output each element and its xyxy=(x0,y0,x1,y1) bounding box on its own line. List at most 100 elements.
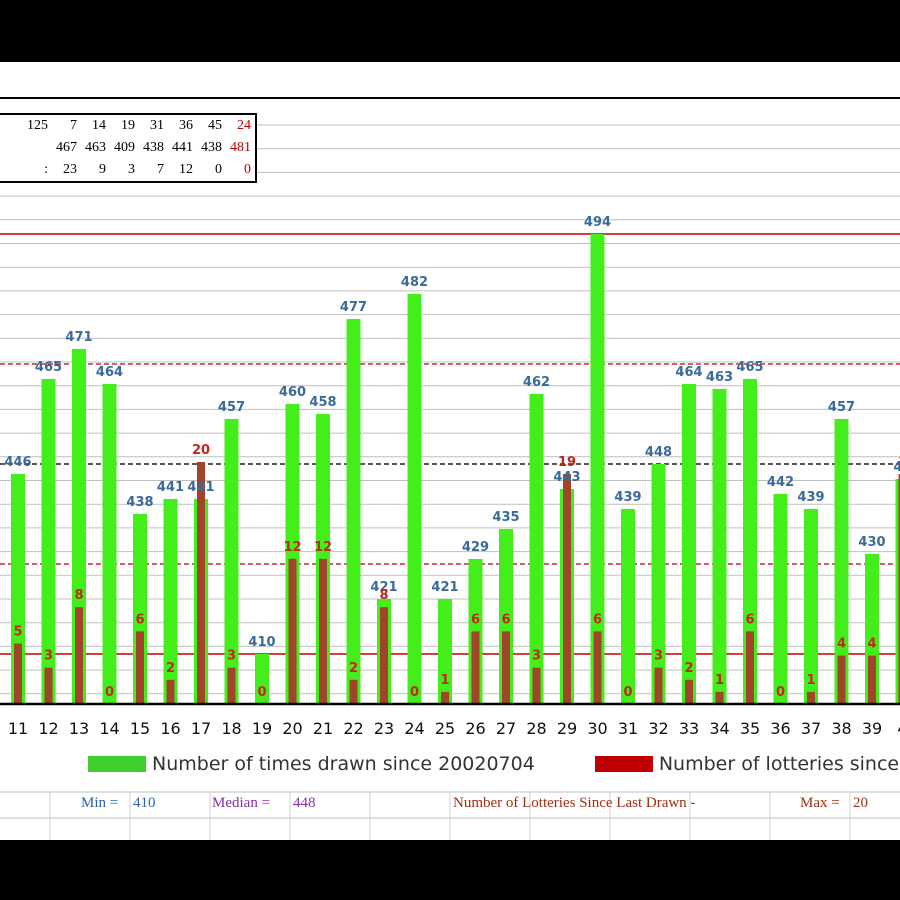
label-since: 20 xyxy=(192,443,210,458)
x-tick-label: 27 xyxy=(496,719,516,738)
x-tick-label: 31 xyxy=(618,719,638,738)
bar-since xyxy=(319,558,327,704)
label-drawn: 421 xyxy=(370,580,397,595)
label-drawn: 44 xyxy=(893,460,900,475)
info-row: 125 7 14 19 31 36 45 24 xyxy=(0,114,256,137)
label-since: 8 xyxy=(379,588,388,603)
bar-drawn xyxy=(743,379,757,704)
info-cell: 19 xyxy=(121,118,135,133)
info-cell: 409 xyxy=(114,140,135,155)
bar-drawn xyxy=(651,464,666,704)
bar-drawn xyxy=(438,599,452,704)
label-drawn: 457 xyxy=(828,400,855,415)
x-tick-label: 36 xyxy=(770,719,790,738)
bar-drawn xyxy=(682,384,696,704)
bar-since xyxy=(807,691,815,704)
bar-drawn xyxy=(41,379,56,704)
median-label: Median = xyxy=(212,795,271,811)
bar-since xyxy=(136,631,144,704)
bar-since xyxy=(532,667,541,704)
x-tick-label: 19 xyxy=(252,719,272,738)
info-cell: 9 xyxy=(99,162,106,177)
info-table: 125 7 14 19 31 36 45 24 467 463 409 438 441 438 481:23… xyxy=(0,113,257,183)
bar-since xyxy=(471,631,480,704)
bar-since xyxy=(685,679,693,704)
bar-since xyxy=(654,667,663,704)
info-cell: 481 xyxy=(230,140,251,155)
label-drawn: 446 xyxy=(4,455,31,470)
info-cell: 24 xyxy=(237,118,251,133)
x-tick-label: 28 xyxy=(526,719,546,738)
max-label: Max = xyxy=(800,795,840,811)
label-since: 4 xyxy=(867,637,876,652)
bar-since xyxy=(868,655,876,704)
bar-since xyxy=(715,691,724,704)
label-drawn: 482 xyxy=(401,275,428,290)
min-label: Min = xyxy=(81,795,119,811)
x-tick-label: 29 xyxy=(557,719,577,738)
label-drawn: 464 xyxy=(675,365,702,380)
legend-green-swatch xyxy=(88,756,146,772)
legend: Number of times drawn since 20020704 Num… xyxy=(88,751,900,777)
label-since: 3 xyxy=(44,649,53,664)
x-tick-label: 33 xyxy=(679,719,699,738)
bar-drawn xyxy=(895,479,900,704)
label-drawn: 471 xyxy=(65,330,92,345)
bar-drawn xyxy=(834,419,849,704)
x-tick-label: 11 xyxy=(8,719,28,738)
x-tick-label: 34 xyxy=(709,719,729,738)
label-since: 1 xyxy=(440,673,449,688)
label-since: 6 xyxy=(593,612,602,627)
label-drawn: 410 xyxy=(248,635,275,650)
label-since: 2 xyxy=(166,661,175,676)
bar-since xyxy=(502,631,510,704)
label-since: 0 xyxy=(776,685,785,700)
label-since: 0 xyxy=(105,685,114,700)
bar-since xyxy=(349,679,358,704)
label-since: 3 xyxy=(532,649,541,664)
info-cell: 31 xyxy=(150,118,164,133)
bar-since xyxy=(227,667,236,704)
label-drawn: 435 xyxy=(492,510,519,525)
x-tick-label: 15 xyxy=(130,719,150,738)
label-since: 0 xyxy=(410,685,419,700)
x-tick-label: 39 xyxy=(862,719,882,738)
label-drawn: 421 xyxy=(431,580,458,595)
bar-drawn xyxy=(407,294,422,704)
bar-since xyxy=(746,631,754,704)
legend-green-label: Number of times drawn since 20020704 xyxy=(152,753,535,775)
label-since: 1 xyxy=(715,673,724,688)
label-drawn: 429 xyxy=(462,540,489,555)
bar-since xyxy=(593,631,602,704)
bar-since xyxy=(380,607,388,704)
x-tick-label: 4 xyxy=(897,719,900,738)
label-since: 5 xyxy=(13,625,22,640)
x-tick-label: 30 xyxy=(587,719,607,738)
label-drawn: 442 xyxy=(767,475,794,490)
info-cell: : xyxy=(44,162,48,177)
legend-red-swatch xyxy=(594,756,653,772)
label-since: 1 xyxy=(898,455,900,470)
label-drawn: 457 xyxy=(218,400,245,415)
label-since: 6 xyxy=(135,612,144,627)
info-row: 467 463 409 438 441 438 481 xyxy=(0,137,256,159)
info-cell: 0 xyxy=(215,162,222,177)
info-cell: 125 xyxy=(27,118,48,133)
label-drawn: 460 xyxy=(279,385,306,400)
label-since: 4 xyxy=(837,637,846,652)
bar-drawn xyxy=(773,494,788,704)
info-cell: 7 xyxy=(70,118,77,133)
legend-red-label: Number of lotteries since th xyxy=(658,753,900,775)
label-drawn: 464 xyxy=(96,365,123,380)
x-tick-label: 14 xyxy=(99,719,119,738)
x-tick-label: 22 xyxy=(343,719,363,738)
x-tick-label: 20 xyxy=(282,719,302,738)
bar-drawn xyxy=(621,509,635,704)
label-since: 8 xyxy=(74,588,83,603)
label-drawn: 477 xyxy=(340,300,367,315)
label-drawn: 439 xyxy=(614,490,641,505)
info-cell: 463 xyxy=(85,140,106,155)
bar-drawn xyxy=(804,509,818,704)
label-since: 6 xyxy=(471,612,480,627)
x-tick-label: 24 xyxy=(404,719,424,738)
